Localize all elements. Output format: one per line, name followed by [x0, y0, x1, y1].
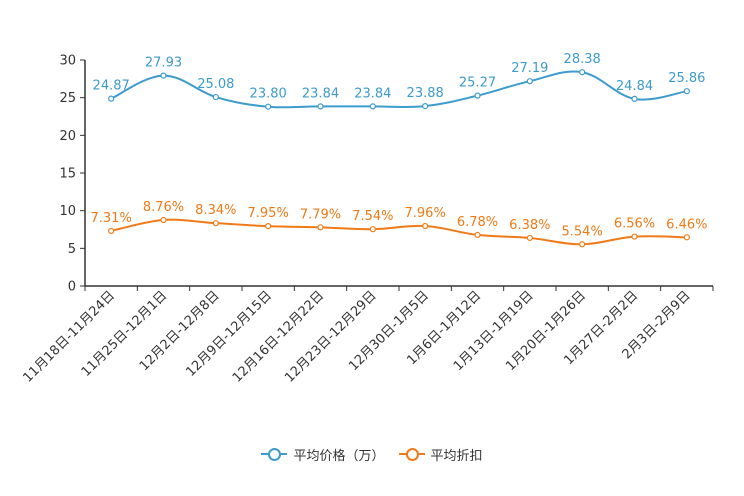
discount-data-label: 6.38% — [509, 218, 550, 233]
discount-series-line — [110, 218, 687, 246]
price-point — [579, 69, 586, 76]
price-point — [683, 88, 690, 95]
y-tick-label: 25 — [59, 91, 76, 106]
price-point — [160, 72, 167, 79]
price-data-label: 24.84 — [616, 79, 653, 94]
discount-data-label: 7.95% — [248, 206, 289, 221]
y-tick-label: 5 — [68, 242, 76, 257]
price-data-label: 25.08 — [197, 77, 234, 92]
price-series-line — [110, 70, 688, 109]
price-data-label: 23.80 — [250, 87, 287, 102]
discount-data-label: 6.78% — [457, 215, 498, 230]
y-tick-label: 0 — [68, 280, 76, 295]
discount-point — [683, 234, 690, 241]
line-chart: 05101520253011月18日-11月24日11月25日-12月1日12月… — [21, 52, 714, 386]
price-data-label: 25.86 — [668, 71, 705, 86]
price-point — [108, 95, 115, 102]
discount-point — [265, 223, 272, 230]
price-data-label: 27.19 — [511, 61, 548, 76]
legend: 平均价格（万） 平均折扣 — [0, 444, 744, 464]
price-point — [526, 78, 533, 85]
price-point — [474, 92, 481, 99]
discount-point — [317, 224, 324, 231]
discount-point — [579, 241, 586, 248]
price-data-label: 23.84 — [354, 86, 391, 101]
y-tick-label: 30 — [59, 54, 76, 69]
x-tick-label: 11月18日-11月24日 — [21, 288, 118, 385]
discount-point — [526, 234, 533, 242]
discount-data-label: 7.54% — [352, 209, 393, 224]
discount-data-label: 5.54% — [562, 224, 603, 239]
discount-data-label: 6.56% — [614, 217, 655, 232]
legend-price-marker-icon — [261, 447, 288, 461]
discount-point — [212, 220, 219, 227]
legend-price-label: 平均价格（万） — [293, 448, 385, 464]
price-point — [369, 103, 376, 110]
price-data-label: 28.38 — [564, 52, 601, 67]
price-point — [422, 103, 429, 110]
discount-point — [631, 233, 638, 240]
y-tick-label: 10 — [59, 204, 76, 219]
discount-point — [369, 226, 376, 233]
discount-data-label: 7.31% — [91, 211, 132, 226]
price-point — [212, 93, 219, 101]
discount-data-label: 7.79% — [300, 207, 341, 222]
discount-data-label: 8.34% — [195, 203, 236, 218]
price-point — [631, 95, 638, 102]
discount-point — [108, 227, 115, 235]
price-data-label: 23.84 — [302, 86, 339, 101]
price-data-label: 24.87 — [93, 79, 130, 94]
y-tick-label: 20 — [59, 129, 76, 144]
legend-item-discount[interactable]: 平均折扣 — [398, 445, 483, 464]
y-tick-label: 15 — [59, 167, 76, 182]
price-data-label: 25.27 — [459, 76, 496, 91]
price-data-label: 23.88 — [407, 86, 444, 101]
discount-data-label: 7.96% — [405, 206, 446, 221]
x-tick-label: 12月23日-12月29日 — [282, 288, 379, 385]
legend-discount-label: 平均折扣 — [430, 448, 483, 464]
legend-discount-marker-icon — [398, 447, 425, 461]
discount-point — [422, 222, 429, 230]
discount-data-label: 6.46% — [666, 217, 707, 232]
x-tick-label: 12月16日-12月22日 — [230, 288, 327, 385]
price-point — [317, 103, 324, 110]
price-data-label: 27.93 — [145, 56, 182, 71]
discount-point — [474, 231, 481, 239]
discount-point — [160, 216, 167, 224]
discount-data-label: 8.76% — [143, 200, 184, 215]
price-point — [265, 103, 272, 110]
legend-item-price[interactable]: 平均价格（万） — [261, 445, 385, 464]
